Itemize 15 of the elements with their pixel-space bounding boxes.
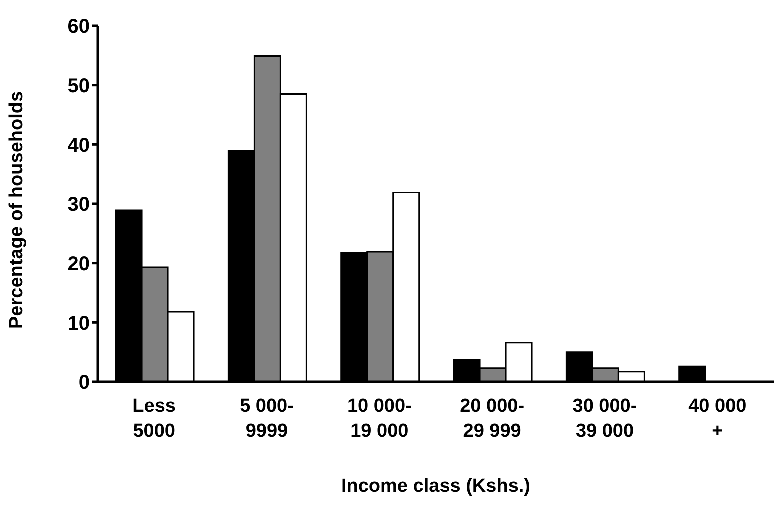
- x-tick-label: 40 000 +: [688, 396, 747, 442]
- y-tick-label: 60: [68, 16, 90, 38]
- y-tick-label: 30: [68, 194, 90, 216]
- x-tick-label: 10 000- 19 000: [347, 396, 412, 442]
- x-tick-label: 5 000- 9999: [240, 396, 294, 442]
- x-axis-title: Income class (Kshs.): [341, 476, 531, 497]
- y-tick-label: 40: [68, 134, 90, 157]
- y-tick-label: 50: [68, 75, 90, 98]
- x-tick-label: Less 5000: [132, 396, 176, 442]
- y-tick-label: 0: [78, 372, 90, 394]
- y-tick-label: 10: [68, 312, 90, 335]
- x-tick-label: 30 000- 39 000: [572, 396, 638, 442]
- x-tick-label: 20 000- 29 999: [460, 396, 525, 442]
- y-axis-title: Percentage of households: [6, 91, 28, 329]
- y-tick-label: 20: [68, 253, 90, 276]
